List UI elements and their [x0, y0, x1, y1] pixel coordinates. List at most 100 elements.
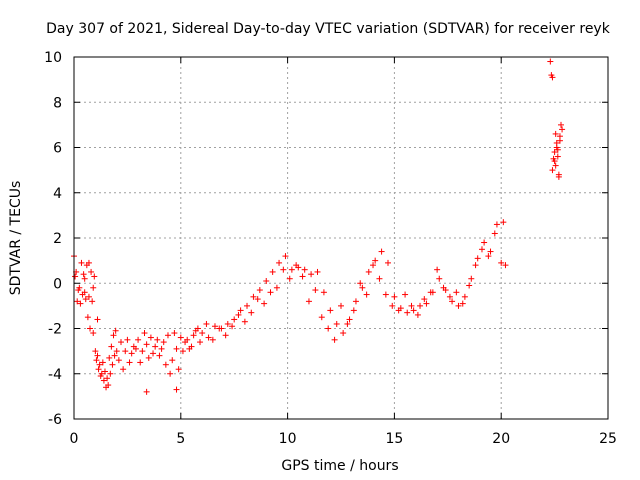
data-point [74, 298, 81, 305]
data-point [378, 248, 385, 255]
x-axis-label: GPS time / hours [281, 458, 398, 474]
data-point [478, 246, 485, 253]
data-point [111, 352, 118, 359]
data-point [229, 323, 236, 330]
data-point [169, 357, 176, 364]
data-point [423, 300, 430, 307]
data-point [410, 307, 417, 314]
grid [74, 57, 608, 419]
data-point [179, 348, 186, 355]
data-point [203, 320, 210, 327]
data-point [211, 323, 218, 330]
data-point [192, 327, 199, 334]
data-point [115, 357, 122, 364]
data-point [389, 302, 396, 309]
data-point [112, 327, 119, 334]
data-point [256, 287, 263, 294]
data-point [156, 352, 163, 359]
data-point [352, 298, 359, 305]
data-point [372, 257, 379, 264]
data-point [93, 357, 100, 364]
data-point [449, 298, 456, 305]
data-point [350, 307, 357, 314]
data-point [147, 334, 154, 341]
data-point [122, 348, 129, 355]
data-point [244, 302, 251, 309]
y-tick-label: 6 [53, 141, 62, 157]
data-point [299, 273, 306, 280]
data-point [96, 361, 103, 368]
data-point [276, 259, 283, 266]
data-point [85, 293, 92, 300]
data-point [493, 221, 500, 228]
data-point [88, 268, 95, 275]
data-point [104, 375, 111, 382]
data-point [82, 296, 89, 303]
data-point [78, 259, 85, 266]
x-tick-label: 20 [492, 431, 510, 447]
data-point [135, 336, 142, 343]
data-point [254, 296, 261, 303]
data-point [293, 262, 300, 269]
data-point [76, 284, 83, 291]
y-tick-label: 4 [53, 186, 62, 202]
data-point [248, 309, 255, 316]
data-point [555, 173, 562, 180]
data-point [235, 311, 242, 318]
data-point [459, 300, 466, 307]
y-axis-label: SDTVAR / TECUs [8, 181, 24, 296]
data-point [280, 266, 287, 273]
y-tick-label: 2 [53, 231, 62, 247]
data-point [91, 273, 98, 280]
data-point [92, 348, 99, 355]
data-point [421, 296, 428, 303]
data-point [250, 293, 257, 300]
data-point [222, 332, 229, 339]
data-point [357, 280, 364, 287]
y-tick-label: 0 [53, 276, 62, 292]
data-point [224, 320, 231, 327]
data-point [94, 352, 101, 359]
data-point [94, 316, 101, 323]
data-point [150, 350, 157, 357]
data-point [554, 153, 561, 160]
data-point [455, 302, 462, 309]
data-point [461, 293, 468, 300]
x-tick-label: 25 [599, 431, 617, 447]
data-point [338, 302, 344, 309]
y-tick-label: -4 [48, 367, 62, 383]
data-point [559, 126, 566, 133]
data-point [344, 320, 351, 327]
x-tick-label: 0 [70, 431, 79, 447]
data-point [472, 262, 479, 269]
y-tick-label: 8 [53, 95, 62, 111]
data-point [152, 343, 159, 350]
x-tick-label: 5 [176, 431, 185, 447]
data-point [197, 339, 204, 346]
data-point [288, 266, 295, 273]
data-point [173, 345, 180, 352]
data-point [404, 309, 411, 316]
data-point [487, 248, 494, 255]
data-point [550, 155, 557, 162]
data-point [485, 253, 492, 260]
data-point [107, 370, 114, 377]
data-point [177, 334, 184, 341]
data-point [99, 359, 106, 366]
data-point [382, 291, 389, 298]
data-point [436, 275, 443, 282]
data-point [263, 277, 270, 284]
data-point [269, 268, 276, 275]
data-point [143, 388, 150, 395]
data-point [158, 345, 165, 352]
data-point [427, 289, 434, 296]
x-tick-label: 15 [385, 431, 403, 447]
data-point [446, 293, 453, 300]
data-point [188, 343, 195, 350]
data-point [173, 386, 180, 393]
data-point [164, 332, 171, 339]
data-point [468, 275, 475, 282]
data-point [101, 368, 108, 375]
data-point [162, 361, 169, 368]
data-point [384, 259, 391, 266]
